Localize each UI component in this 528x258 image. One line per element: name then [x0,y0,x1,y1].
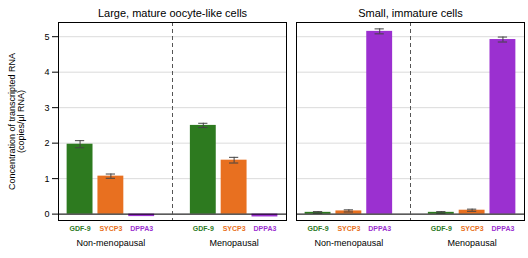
svg-text:2: 2 [44,138,49,148]
svg-text:SYCP3: SYCP3 [223,225,246,232]
svg-text:SYCP3: SYCP3 [337,225,360,232]
svg-text:GDF-9: GDF-9 [308,225,329,232]
svg-text:Menopausal: Menopausal [210,238,259,248]
svg-text:GDF-9: GDF-9 [431,225,452,232]
svg-text:3: 3 [44,103,49,113]
svg-text:Non-menopausal: Non-menopausal [315,238,384,248]
svg-text:Non-menopausal: Non-menopausal [77,238,146,248]
svg-text:0: 0 [44,209,49,219]
svg-text:Large, mature oocyte-like cell: Large, mature oocyte-like cells [98,7,248,19]
svg-text:Concentration of transcripted: Concentration of transcripted RNA(copies… [7,53,26,190]
svg-text:DPPA3: DPPA3 [368,225,391,232]
svg-text:DPPA3: DPPA3 [492,225,515,232]
svg-text:4: 4 [44,67,49,77]
svg-text:GDF-9: GDF-9 [193,225,214,232]
svg-text:SYCP3: SYCP3 [99,225,122,232]
svg-text:Small, immature cells: Small, immature cells [358,7,463,19]
svg-text:GDF-9: GDF-9 [70,225,91,232]
svg-text:1: 1 [44,174,49,184]
svg-text:DPPA3: DPPA3 [254,225,277,232]
svg-text:SYCP3: SYCP3 [461,225,484,232]
svg-text:Menopausal: Menopausal [448,238,497,248]
svg-text:5: 5 [44,32,49,42]
svg-text:DPPA3: DPPA3 [130,225,153,232]
